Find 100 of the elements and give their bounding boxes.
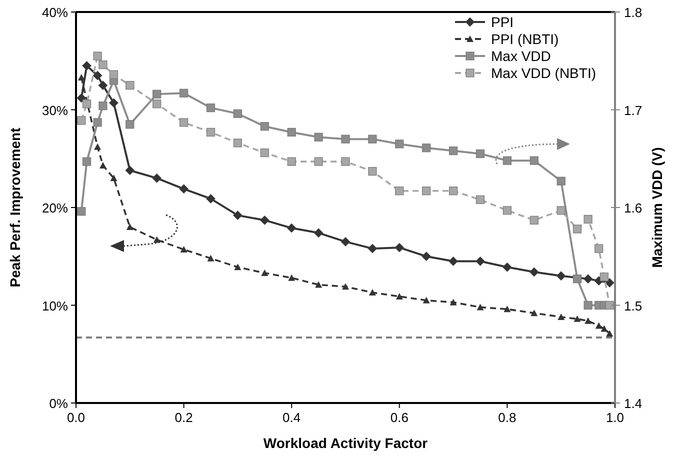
point — [572, 274, 582, 284]
point — [109, 70, 118, 79]
point — [179, 184, 189, 194]
point — [315, 281, 322, 288]
point — [126, 81, 134, 90]
point — [180, 246, 188, 253]
x-tick-label: 1.0 — [606, 410, 624, 425]
point — [530, 156, 538, 165]
point — [530, 216, 538, 225]
point — [99, 162, 106, 168]
point — [234, 264, 242, 270]
point — [126, 120, 134, 129]
point — [261, 269, 268, 276]
point — [98, 80, 108, 90]
point — [583, 274, 593, 284]
point — [556, 206, 566, 215]
point — [152, 90, 162, 98]
point — [342, 283, 349, 290]
point — [605, 300, 614, 310]
point — [110, 174, 118, 182]
y2-tick-label: 1.6 — [624, 200, 642, 216]
point — [94, 143, 102, 150]
point — [476, 149, 485, 158]
point — [556, 271, 566, 281]
point — [368, 289, 376, 296]
point — [286, 223, 296, 233]
point — [77, 207, 86, 216]
point — [422, 252, 432, 262]
y2-tick-label: 1.7 — [624, 102, 642, 118]
point — [180, 88, 188, 98]
point — [395, 140, 404, 148]
point — [449, 146, 458, 156]
point — [422, 186, 431, 196]
point — [93, 52, 102, 60]
point — [82, 157, 92, 166]
point — [529, 267, 539, 277]
point — [260, 122, 269, 131]
point — [108, 98, 118, 108]
point — [152, 173, 162, 183]
point — [476, 195, 485, 204]
point — [504, 306, 511, 312]
point — [606, 330, 614, 337]
point — [502, 206, 512, 215]
legend-label: PPI — [491, 14, 514, 30]
x-tick-label: 0.4 — [282, 410, 301, 425]
y-tick-label: 10% — [42, 298, 68, 314]
point — [260, 215, 270, 225]
point — [502, 156, 512, 165]
point — [93, 118, 102, 127]
point — [396, 292, 403, 300]
point — [125, 166, 135, 176]
point — [98, 102, 108, 110]
point — [98, 60, 108, 70]
point — [126, 224, 134, 230]
point — [368, 167, 377, 176]
point — [207, 254, 214, 262]
point — [600, 325, 608, 332]
point — [92, 70, 102, 80]
x-axis-title: Workload Activity Factor — [263, 435, 428, 451]
y2-tick-label: 1.4 — [624, 396, 642, 411]
point — [558, 313, 565, 320]
point — [206, 103, 216, 112]
y-tick-label: 0% — [49, 396, 68, 411]
point — [584, 317, 592, 324]
point — [422, 144, 431, 152]
point — [341, 157, 350, 166]
point — [341, 134, 350, 144]
point — [232, 210, 242, 220]
point — [584, 300, 592, 310]
y2-tick-label: 1.5 — [624, 298, 642, 314]
point — [260, 148, 269, 158]
x-tick-label: 0.8 — [498, 410, 516, 425]
point — [395, 186, 404, 196]
y2-tick-label: 1.8 — [624, 5, 642, 20]
x-tick-label: 0.2 — [174, 410, 193, 425]
y-tick-label: 20% — [42, 200, 68, 216]
point — [78, 74, 85, 80]
point — [206, 194, 216, 204]
point — [314, 157, 323, 166]
point — [394, 242, 404, 252]
point — [206, 128, 216, 137]
point — [287, 157, 296, 166]
x-tick-label: 0.0 — [66, 410, 86, 425]
point — [233, 138, 242, 148]
point — [530, 310, 538, 316]
y-tick-label: 30% — [42, 102, 68, 118]
point — [314, 228, 324, 238]
point — [76, 93, 86, 103]
point — [82, 61, 92, 71]
point — [502, 262, 512, 272]
y2-axis-title: Maximum VDD (V) — [649, 147, 665, 268]
point — [233, 109, 242, 118]
point — [584, 214, 592, 224]
point — [152, 100, 162, 108]
point — [288, 274, 296, 281]
y-axis-title: Peak Perf. Improvement — [7, 127, 23, 288]
point — [422, 296, 430, 304]
point — [287, 128, 296, 137]
point — [448, 256, 458, 266]
point — [449, 186, 458, 196]
